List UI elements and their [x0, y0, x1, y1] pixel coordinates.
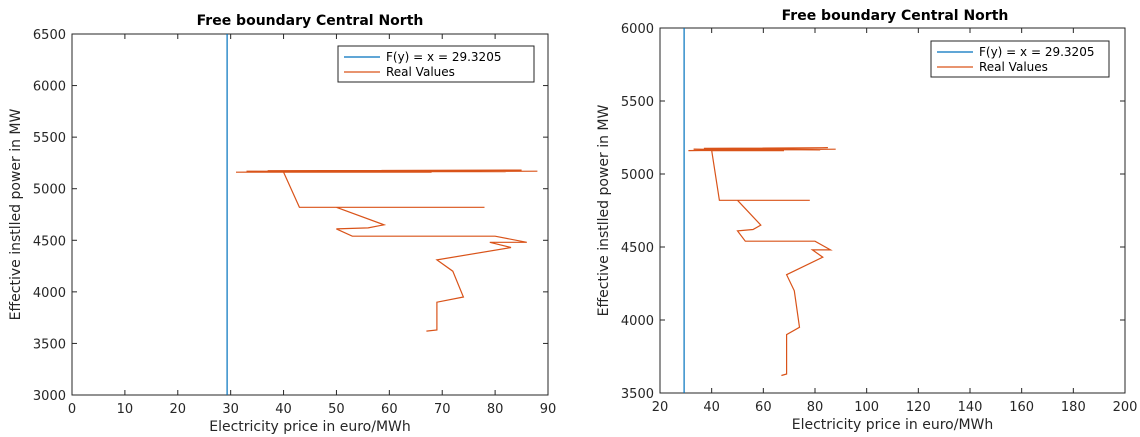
y-tick-label: 4500 [33, 234, 66, 249]
legend-label: Real Values [386, 65, 455, 79]
x-tick-label: 80 [487, 402, 504, 417]
legend-box [930, 40, 1110, 78]
x-tick-label: 60 [755, 400, 772, 415]
x-tick-label: 120 [906, 400, 931, 415]
y-tick-label: 5000 [33, 183, 66, 198]
legend-label: F(y) = x = 29.3205 [386, 50, 501, 64]
y-tick-label: 3500 [621, 387, 654, 402]
x-tick-label: 160 [1009, 400, 1034, 415]
x-axis-label: Electricity price in euro/MWh [209, 419, 411, 435]
y-tick-label: 4000 [33, 286, 66, 301]
legend-label: Real Values [979, 60, 1048, 74]
y-tick-label: 5500 [621, 95, 654, 110]
y-tick-label: 6500 [33, 28, 66, 43]
real-values-line [235, 169, 538, 332]
y-tick-label: 4000 [621, 314, 654, 329]
y-axis-label: Effective instlled power in MW [8, 109, 24, 321]
x-tick-label: 40 [703, 400, 720, 415]
y-tick-label: 5000 [621, 168, 654, 183]
y-tick-label: 6000 [621, 22, 654, 37]
y-tick-label: 6000 [33, 80, 66, 95]
chart-title: Free boundary Central North [197, 13, 424, 29]
x-tick-label: 20 [170, 402, 187, 417]
legend-label: F(y) = x = 29.3205 [979, 45, 1094, 59]
chart-title: Free boundary Central North [782, 8, 1009, 24]
x-tick-label: 80 [807, 400, 824, 415]
x-tick-label: 10 [117, 402, 134, 417]
x-tick-label: 30 [222, 402, 239, 417]
x-axis-label: Electricity price in euro/MWh [792, 417, 994, 433]
y-tick-label: 3000 [33, 389, 66, 404]
x-tick-label: 100 [854, 400, 879, 415]
plot-area [71, 33, 549, 396]
plot-area [659, 27, 1126, 394]
x-tick-label: 20 [652, 400, 669, 415]
x-tick-label: 60 [381, 402, 398, 417]
legend-box [337, 45, 535, 83]
real-values-line [688, 147, 836, 377]
y-tick-label: 3500 [33, 337, 66, 352]
x-tick-label: 90 [540, 402, 557, 417]
right-chart: 20 40 60 80 100 120 140 160 180 200 3500 4000 4500 50… [596, 8, 1138, 433]
y-axis-label: Effective instlled power in MW [596, 105, 612, 317]
y-tick-label: 4500 [621, 241, 654, 256]
x-tick-label: 50 [328, 402, 345, 417]
x-tick-label: 0 [68, 402, 76, 417]
x-tick-label: 70 [434, 402, 451, 417]
x-tick-label: 40 [275, 402, 292, 417]
x-tick-label: 200 [1113, 400, 1138, 415]
x-tick-label: 140 [958, 400, 983, 415]
y-tick-label: 5500 [33, 131, 66, 146]
left-chart: 0 10 20 30 40 50 60 70 80 90 3000 3500 4000 4500 5000 5… [8, 13, 557, 435]
x-tick-label: 180 [1061, 400, 1086, 415]
